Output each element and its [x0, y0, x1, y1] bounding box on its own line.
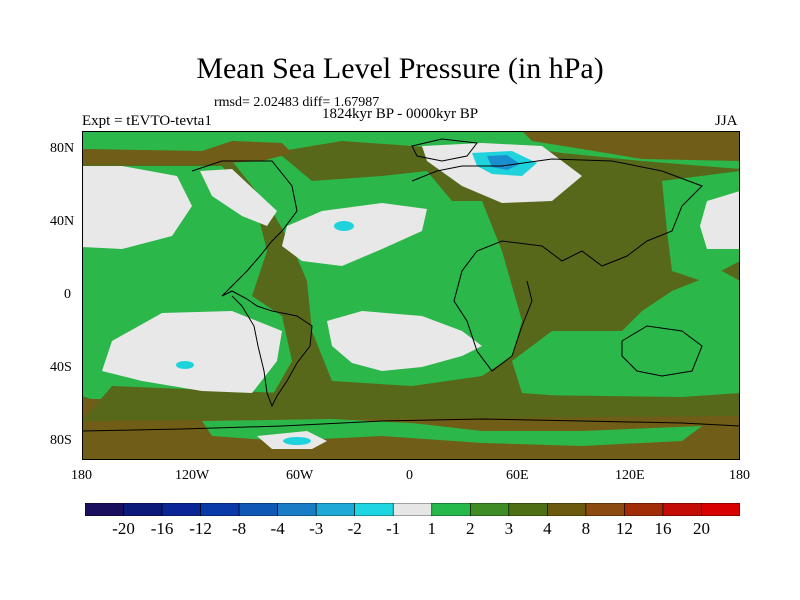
coast-antarctica — [82, 418, 740, 432]
coastlines — [82, 138, 740, 432]
colorbar-swatch — [161, 503, 201, 516]
lat-label-40n: 40N — [50, 214, 75, 229]
lat-label-80n: 80N — [50, 141, 75, 156]
low-antarctic-cyan — [283, 437, 311, 445]
colorbar-label: -8 — [232, 519, 247, 538]
coast-afro-eurasia — [411, 158, 703, 372]
colorbar-label: -2 — [347, 519, 362, 538]
colorbar-swatch — [277, 503, 317, 516]
colorbar-label: -3 — [309, 519, 324, 538]
colorbar-label: 1 — [427, 519, 437, 538]
lon-label-60w: 60W — [286, 468, 314, 483]
low-atlantic-cyan — [334, 221, 354, 231]
colorbar-label: 16 — [654, 519, 672, 538]
colorbar-swatch — [508, 503, 548, 516]
colorbar-label: -4 — [270, 519, 285, 538]
lat-label-40s: 40S — [50, 360, 72, 375]
colorbar-label: 3 — [504, 519, 514, 538]
field-brown-arctic-west — [82, 141, 292, 165]
colorbar-swatch — [624, 503, 664, 516]
colorbar-swatch — [85, 503, 124, 516]
map-svg — [82, 131, 740, 460]
colorbar-label: 12 — [615, 519, 633, 538]
colorbar-swatch — [701, 503, 740, 516]
colorbar-swatch — [662, 503, 702, 516]
colorbar-label: 4 — [543, 519, 552, 538]
map-frame — [82, 131, 740, 460]
colorbar-label: -20 — [112, 519, 135, 538]
high-npac-east — [700, 191, 740, 249]
season-label: JJA — [715, 113, 738, 129]
lon-label-0: 0 — [406, 468, 413, 483]
colorbar-label: -16 — [150, 519, 174, 538]
colorbar-swatch — [238, 503, 278, 516]
coast-americas — [191, 160, 313, 408]
colorbar-swatch — [547, 503, 587, 516]
lat-label-80s: 80S — [50, 433, 72, 448]
high-npac-west — [82, 166, 192, 249]
period-subtitle: 1824kyr BP - 0000kyr BP — [322, 106, 479, 122]
lon-label-60e: 60E — [506, 468, 529, 483]
coast-australia — [621, 325, 703, 377]
colorbar-swatch — [585, 503, 625, 516]
colorbar-swatch — [469, 503, 510, 516]
colorbar-swatch — [123, 503, 163, 516]
lon-label-120e: 120E — [615, 468, 645, 483]
high-south-pacific — [102, 311, 282, 393]
high-south-atlantic — [327, 311, 482, 371]
lon-label-120w: 120W — [175, 468, 210, 483]
colorbar-swatch — [354, 503, 394, 516]
pressure-map — [82, 131, 740, 460]
lon-label-180w: 180 — [71, 468, 92, 483]
field-brown-arctic-east — [522, 131, 740, 161]
colorbar-label: -12 — [189, 519, 212, 538]
lat-label-0: 0 — [64, 287, 71, 302]
field-olive-southern-band — [82, 386, 740, 421]
low-pacific-cyan — [176, 361, 194, 369]
colorbar-swatch — [200, 503, 240, 516]
colorbar-label: 20 — [692, 519, 710, 538]
colorbar-label: -1 — [386, 519, 401, 538]
rmsd-diff-text: rmsd= 2.02483 diff= 1.67987 — [214, 95, 380, 110]
high-north-atlantic — [282, 203, 427, 266]
lon-label-180e: 180 — [729, 468, 750, 483]
colorbar-swatch — [431, 503, 471, 516]
map-title: Mean Sea Level Pressure (in hPa) — [196, 52, 604, 85]
colorbar-label: 8 — [581, 519, 591, 538]
colorbar-swatch — [392, 503, 433, 516]
experiment-label: Expt = tEVTO-tevta1 — [82, 113, 212, 129]
field-green-antarctic-coast — [202, 419, 702, 446]
colorbar-label: 2 — [466, 519, 475, 538]
coast-greenland — [411, 138, 478, 162]
high-north-america — [200, 169, 277, 226]
colorbar-swatch — [315, 503, 356, 516]
colorbar — [85, 503, 740, 516]
